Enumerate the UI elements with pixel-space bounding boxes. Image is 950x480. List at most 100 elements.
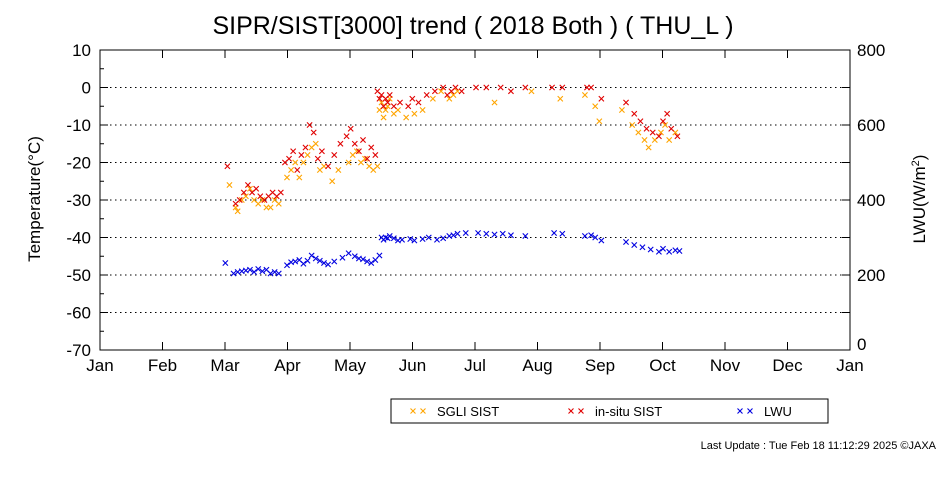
data-point <box>557 95 564 102</box>
data-point <box>247 266 253 273</box>
data-point <box>551 230 558 236</box>
data-point <box>637 118 644 125</box>
chart-title: SIPR/SIST[3000] trend ( 2018 Both ) ( TH… <box>212 12 733 40</box>
x-tick-label: Oct <box>649 356 676 375</box>
data-point <box>588 232 595 239</box>
data-point <box>286 155 293 162</box>
data-point <box>423 92 430 98</box>
data-point <box>283 262 290 269</box>
x-tick-label: May <box>334 356 367 375</box>
data-point <box>655 248 662 255</box>
y2-axis-label: LWU(W/m2) <box>910 155 929 244</box>
data-point <box>452 84 459 91</box>
data-point <box>429 95 436 102</box>
data-point <box>497 84 504 91</box>
data-point <box>374 163 381 170</box>
legend-entry: LWU <box>737 404 792 419</box>
data-point <box>304 152 311 158</box>
data-point <box>343 133 350 140</box>
data-point <box>288 167 295 173</box>
data-point <box>347 125 354 132</box>
data-point <box>674 133 681 140</box>
data-point <box>335 167 342 173</box>
legend-label: SGLI SIST <box>437 404 499 419</box>
data-point <box>364 155 371 162</box>
data-point <box>368 260 375 266</box>
data-point <box>643 125 650 132</box>
data-point <box>660 245 667 252</box>
data-point <box>275 200 282 207</box>
data-point <box>345 159 352 166</box>
data-point <box>491 231 498 238</box>
data-point <box>662 122 669 128</box>
legend-marker <box>420 408 426 414</box>
y-tick-label: -60 <box>66 304 91 323</box>
data-point <box>325 261 332 268</box>
data-point <box>255 266 262 272</box>
x-tick-label: Dec <box>772 356 803 375</box>
x-tick-label: Nov <box>710 356 741 375</box>
data-point <box>308 252 315 259</box>
x-tick-label: Jan <box>86 356 113 375</box>
data-point <box>499 230 506 237</box>
data-point <box>339 254 346 261</box>
y2-tick-label: 600 <box>857 116 885 135</box>
data-point <box>364 258 371 265</box>
y2-tick-label: 200 <box>857 266 885 285</box>
data-point <box>629 122 636 128</box>
y-tick-label: -10 <box>66 116 91 135</box>
data-point <box>267 270 274 277</box>
data-point <box>247 185 253 192</box>
data-point <box>376 95 383 102</box>
data-point <box>419 107 426 113</box>
data-point <box>559 230 566 237</box>
axis-ticks: 10 0 -10 -20 -30 -40 -50 -60 -70 800 600 400 200 0 Jan… <box>66 41 885 375</box>
data-point <box>549 84 556 91</box>
data-point <box>440 84 447 91</box>
data-point <box>454 230 461 237</box>
data-point <box>522 84 529 91</box>
y2-tick-label: 0 <box>857 335 866 354</box>
data-point <box>230 270 237 277</box>
data-point <box>668 125 675 132</box>
data-point <box>306 122 313 128</box>
data-point <box>345 250 352 257</box>
data-point <box>407 236 414 242</box>
data-point <box>351 253 358 260</box>
data-point <box>438 88 445 95</box>
data-point <box>275 270 282 277</box>
data-point <box>581 233 588 239</box>
data-point <box>368 144 375 151</box>
data-point <box>325 163 332 170</box>
data-point <box>318 148 325 155</box>
data-point <box>331 152 338 158</box>
data-point <box>483 84 490 91</box>
legend: SGLI SIST in-situ SIST LWU <box>390 398 829 424</box>
data-point <box>415 99 422 106</box>
data-point <box>360 256 367 263</box>
data-point <box>320 260 327 266</box>
data-point <box>405 103 412 110</box>
data-point <box>386 92 393 98</box>
data-point <box>411 237 418 244</box>
x-tick-label: Apr <box>274 356 301 375</box>
data-point <box>647 246 654 253</box>
data-point <box>655 133 662 140</box>
data-point <box>403 114 410 121</box>
data-point <box>598 95 605 102</box>
data-point <box>236 197 243 203</box>
data-point <box>242 193 249 200</box>
data-point <box>507 232 514 239</box>
x-tick-label: Aug <box>522 356 552 375</box>
data-point <box>660 118 667 125</box>
data-point <box>292 258 299 265</box>
legend-entry: SGLI SIST <box>410 404 499 419</box>
x-tick-label: Feb <box>148 356 177 375</box>
data-point <box>623 99 630 106</box>
data-point <box>635 129 642 136</box>
data-point <box>300 159 307 166</box>
data-point <box>337 140 344 147</box>
data-point <box>253 185 260 192</box>
data-point <box>433 236 440 243</box>
y2-tick-label: 400 <box>857 191 885 210</box>
